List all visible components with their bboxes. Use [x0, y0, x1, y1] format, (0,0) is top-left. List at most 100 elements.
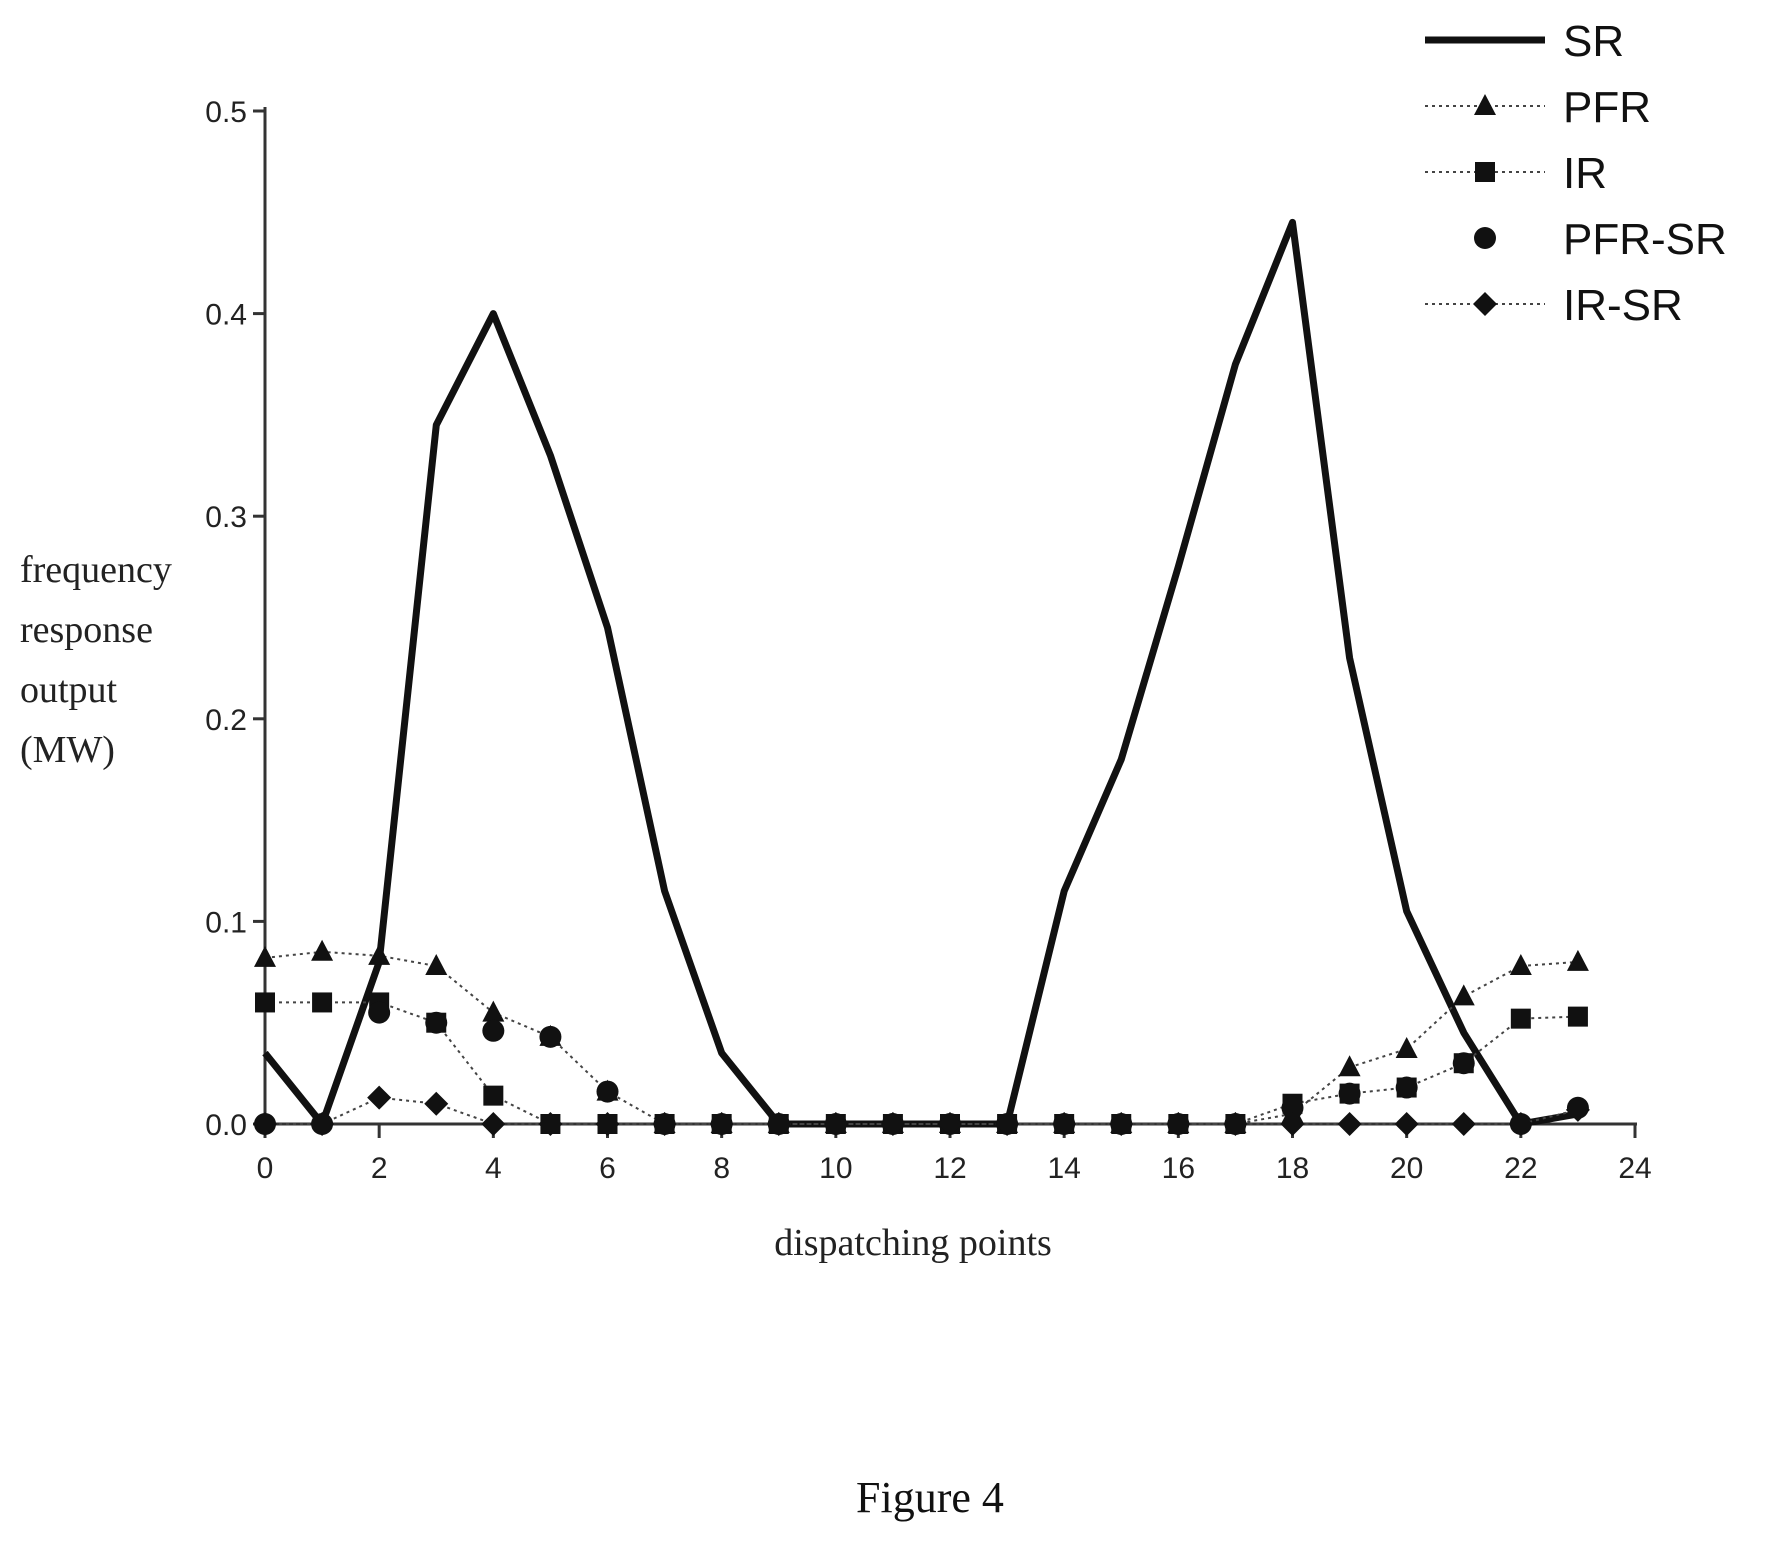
- data-point-ir-sr: [995, 1112, 1020, 1136]
- y-axis-title-line: (MW): [20, 729, 115, 771]
- series-pfr: [254, 939, 1589, 1133]
- y-tick-label: 0.1: [205, 906, 247, 939]
- data-point-ir-sr: [1337, 1112, 1362, 1136]
- data-point-pfr-sr: [1452, 1052, 1475, 1075]
- y-tick-label: 0.5: [205, 96, 247, 129]
- x-tick-label: 0: [257, 1152, 274, 1185]
- data-point-ir-sr: [709, 1112, 734, 1136]
- data-point-pfr: [1395, 1037, 1418, 1059]
- data-point-pfr: [368, 943, 391, 965]
- data-point-ir-sr: [1166, 1112, 1191, 1136]
- y-tick-label: 0.2: [205, 704, 247, 737]
- y-tick-label: 0.3: [205, 501, 247, 534]
- x-tick-label: 14: [1047, 1152, 1080, 1185]
- data-point-ir: [1567, 1006, 1588, 1027]
- y-tick-label: 0.4: [205, 299, 247, 332]
- data-point-ir-sr: [1394, 1112, 1419, 1136]
- data-point-ir-sr: [880, 1112, 905, 1136]
- data-point-pfr-sr: [482, 1019, 505, 1042]
- legend-swatch-marker: [1475, 162, 1495, 182]
- data-point-pfr: [254, 945, 276, 967]
- data-point-pfr: [482, 1000, 505, 1022]
- x-tick-label: 22: [1504, 1152, 1537, 1185]
- legend-label: IR: [1563, 149, 1607, 198]
- y-axis-title-line: output: [20, 669, 118, 711]
- x-tick-label: 6: [599, 1152, 616, 1185]
- series-line-ir: [265, 1001, 1578, 1125]
- data-point-ir: [255, 992, 275, 1013]
- legend-swatch-marker: [1474, 94, 1496, 115]
- x-tick-label: 4: [485, 1152, 502, 1185]
- legend-swatch-marker: [1473, 292, 1497, 316]
- legend-entry-sr: SR: [1425, 17, 1624, 66]
- data-point-ir-sr: [424, 1091, 449, 1116]
- data-point-ir-sr: [1052, 1112, 1077, 1136]
- axes: 0 2 4 6 8 10 12 14 16 18 20 22 240.00.10.20.30.40.5: [205, 96, 1651, 1185]
- data-point-ir-sr: [367, 1085, 392, 1110]
- data-point-ir-sr: [652, 1112, 677, 1136]
- x-tick-label: 2: [371, 1152, 388, 1185]
- data-point-ir: [483, 1085, 504, 1106]
- x-tick-label: 10: [819, 1152, 852, 1185]
- data-point-pfr: [1566, 949, 1589, 971]
- data-point-pfr-sr: [1281, 1096, 1304, 1119]
- data-point-ir-sr: [1109, 1112, 1134, 1136]
- data-point-ir-sr: [766, 1112, 791, 1136]
- figure-caption: Figure 4: [856, 1473, 1004, 1522]
- data-point-ir-sr: [1451, 1112, 1476, 1136]
- data-point-ir: [1510, 1008, 1531, 1029]
- legend-entry-pfr-sr: PFR-SR: [1474, 215, 1727, 264]
- data-point-ir-sr: [1565, 1097, 1590, 1122]
- data-point-pfr-sr: [539, 1025, 562, 1048]
- series-line-pfr: [264, 950, 1578, 1125]
- data-point-pfr-sr: [1395, 1076, 1418, 1099]
- data-point-ir-sr: [253, 1112, 277, 1136]
- legend-label: PFR: [1563, 83, 1651, 132]
- data-point-ir-sr: [1223, 1112, 1248, 1136]
- data-point-pfr: [1509, 953, 1532, 975]
- series-ir-sr: [253, 1085, 1590, 1136]
- data-point-pfr-sr: [368, 1001, 391, 1024]
- data-point-pfr-sr: [425, 1011, 448, 1034]
- data-point-ir-sr: [595, 1112, 620, 1136]
- x-axis-title: dispatching points: [774, 1222, 1052, 1264]
- legend-swatch-marker: [1474, 227, 1496, 249]
- x-tick-label: 16: [1162, 1152, 1195, 1185]
- x-tick-label: 24: [1618, 1152, 1651, 1185]
- legend: SR PFR IR PFR-SR IR-SR: [1425, 17, 1727, 330]
- data-point-ir-sr: [1280, 1112, 1305, 1136]
- data-point-pfr: [311, 939, 334, 961]
- data-point-ir-sr: [481, 1112, 506, 1136]
- series-pfr-sr: [254, 1001, 1589, 1135]
- data-point-pfr-sr: [596, 1080, 619, 1103]
- x-tick-label: 8: [713, 1152, 730, 1185]
- y-axis-title-line: frequency: [20, 549, 172, 591]
- series-line-sr: [262, 218, 1579, 1128]
- legend-entry-ir: IR: [1425, 149, 1607, 198]
- legend-label: PFR-SR: [1563, 215, 1727, 264]
- data-point-pfr: [425, 953, 448, 975]
- legend-label: IR-SR: [1563, 281, 1683, 330]
- y-tick-label: 0.0: [205, 1109, 247, 1142]
- series-sr: [262, 218, 1579, 1128]
- data-point-ir-sr: [823, 1112, 848, 1136]
- x-tick-label: 12: [933, 1152, 966, 1185]
- legend-entry-ir-sr: IR-SR: [1425, 281, 1683, 330]
- data-point-ir-sr: [310, 1112, 335, 1136]
- data-point-pfr-sr: [1338, 1082, 1361, 1105]
- series-layer: [253, 218, 1590, 1136]
- y-axis-title-line: response: [20, 609, 153, 651]
- data-point-ir-sr: [1508, 1112, 1533, 1136]
- legend-label: SR: [1563, 17, 1624, 66]
- series-ir: [255, 992, 1588, 1134]
- x-tick-label: 18: [1276, 1152, 1309, 1185]
- legend-entry-pfr: PFR: [1425, 83, 1651, 132]
- x-tick-label: 20: [1390, 1152, 1423, 1185]
- data-point-pfr: [1452, 984, 1475, 1006]
- y-axis-title: frequency response output (MW): [20, 549, 172, 771]
- data-point-ir: [312, 992, 333, 1013]
- data-point-pfr: [1338, 1055, 1361, 1077]
- data-point-ir-sr: [938, 1112, 962, 1136]
- data-point-ir-sr: [538, 1112, 563, 1136]
